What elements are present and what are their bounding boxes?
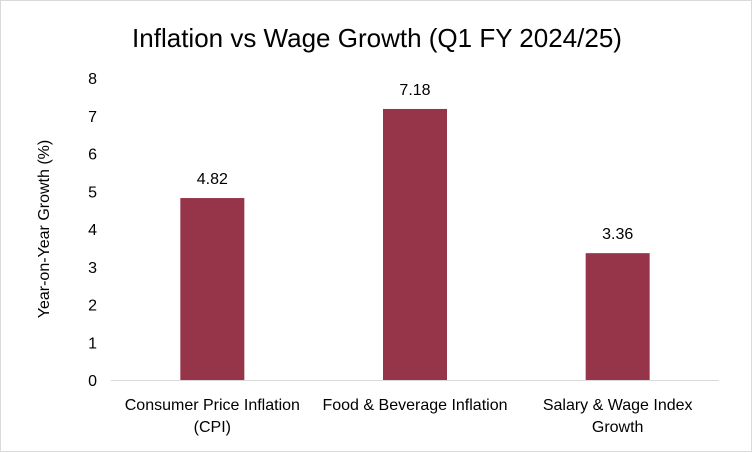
category-label: Growth: [592, 419, 644, 436]
y-tick-label: 2: [88, 298, 97, 315]
y-tick-label: 0: [88, 373, 97, 390]
y-tick-label: 8: [88, 71, 97, 88]
bar: [383, 108, 447, 380]
y-axis-title: Year-on-Year Growth (%): [36, 140, 53, 318]
bars: [180, 108, 650, 380]
chart-title: Inflation vs Wage Growth (Q1 FY 2024/25): [132, 23, 622, 53]
data-label: 4.82: [197, 171, 228, 188]
y-tick-label: 4: [88, 222, 97, 239]
category-label: (CPI): [194, 419, 231, 436]
data-labels: 4.82 7.18 3.36: [197, 82, 634, 243]
y-tick-label: 7: [88, 109, 97, 126]
category-labels: Consumer Price Inflation (CPI) Food & Beve…: [125, 397, 693, 436]
y-tick-label: 3: [88, 260, 97, 277]
category-label: Food & Beverage Inflation: [322, 397, 507, 414]
y-tick-label: 5: [88, 184, 97, 201]
bar: [180, 198, 245, 380]
y-tick-label: 1: [88, 335, 97, 352]
data-label: 7.18: [399, 82, 430, 99]
category-label: Consumer Price Inflation: [125, 397, 300, 414]
y-tick-label: 6: [88, 147, 97, 164]
category-label: Salary & Wage Index: [543, 397, 693, 414]
data-label: 3.36: [602, 226, 633, 243]
y-axis-ticks: 0 1 2 3 4 5 6 7 8: [88, 71, 97, 390]
bar: [585, 253, 650, 380]
